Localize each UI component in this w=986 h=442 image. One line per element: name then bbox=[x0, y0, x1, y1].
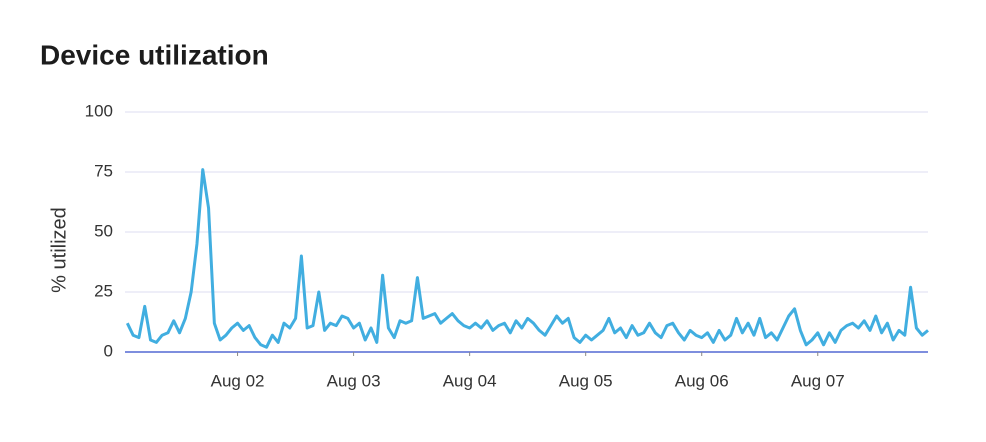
y-tick-label: 75 bbox=[94, 161, 113, 180]
chart-title: Device utilization bbox=[40, 39, 269, 70]
x-tick-label: Aug 06 bbox=[675, 371, 729, 390]
x-tick-label: Aug 04 bbox=[443, 371, 497, 390]
utilization-line bbox=[125, 168, 929, 349]
x-tick-label: Aug 02 bbox=[211, 371, 265, 390]
y-tick-label: 0 bbox=[104, 341, 113, 360]
y-tick-label: 25 bbox=[94, 281, 113, 300]
x-tick-label: Aug 07 bbox=[791, 371, 845, 390]
x-tick-label: Aug 05 bbox=[559, 371, 613, 390]
y-axis-label: % utilized bbox=[48, 207, 70, 293]
x-tick-label: Aug 03 bbox=[327, 371, 381, 390]
y-tick-label: 50 bbox=[94, 221, 113, 240]
y-tick-label: 100 bbox=[85, 101, 113, 120]
